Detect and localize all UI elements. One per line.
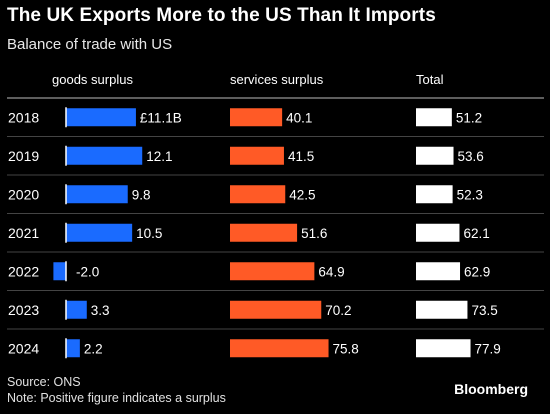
year-label: 2024 xyxy=(8,340,39,356)
services-value-label: 70.2 xyxy=(325,303,351,318)
year-label: 2023 xyxy=(8,302,39,318)
services-value-label: 40.1 xyxy=(286,110,312,125)
goods-value-label: 12.1 xyxy=(146,149,172,164)
total-value-label: 52.3 xyxy=(457,187,483,202)
total-value-label: 51.2 xyxy=(456,110,482,125)
total-bar xyxy=(416,108,452,127)
total-bar xyxy=(416,185,453,204)
total-value-label: 62.9 xyxy=(464,264,490,279)
services-bar xyxy=(230,108,283,127)
source-note: Source: ONS xyxy=(7,375,81,389)
goods-column-header: goods surplus xyxy=(52,72,133,87)
year-label: 2022 xyxy=(8,263,39,279)
year-label: 2020 xyxy=(8,186,39,202)
goods-value-label: 10.5 xyxy=(136,226,162,241)
chart-subtitle: Balance of trade with US xyxy=(7,36,173,53)
year-label: 2018 xyxy=(8,109,39,125)
total-bar xyxy=(416,146,454,165)
goods-value-label: £11.1B xyxy=(140,110,182,125)
total-value-label: 77.9 xyxy=(475,341,501,356)
services-bar xyxy=(230,185,286,204)
goods-bar xyxy=(66,339,80,358)
services-value-label: 75.8 xyxy=(333,341,359,356)
services-bar xyxy=(230,300,322,319)
services-column-header: services surplus xyxy=(230,72,324,87)
total-value-label: 53.6 xyxy=(458,149,484,164)
goods-value-label: 2.2 xyxy=(84,341,103,356)
goods-bar xyxy=(66,146,143,165)
total-value-label: 73.5 xyxy=(471,303,497,318)
year-label: 2021 xyxy=(8,225,39,241)
goods-value-label: 9.8 xyxy=(132,187,151,202)
total-bar xyxy=(416,300,468,319)
services-bar xyxy=(230,146,284,165)
goods-bar xyxy=(66,300,87,319)
goods-bar xyxy=(53,262,66,281)
goods-value-label: 3.3 xyxy=(91,303,110,318)
bloomberg-logo: Bloomberg xyxy=(454,381,528,397)
services-bar xyxy=(230,223,298,242)
total-bar xyxy=(416,223,460,242)
services-value-label: 51.6 xyxy=(301,226,327,241)
goods-value-label: -2.0 xyxy=(76,264,99,279)
total-value-label: 62.1 xyxy=(463,226,489,241)
goods-bar xyxy=(66,185,128,204)
total-column-header: Total xyxy=(416,72,444,87)
total-bar xyxy=(416,262,461,281)
chart-title: The UK Exports More to the US Than It Im… xyxy=(7,5,436,26)
services-value-label: 42.5 xyxy=(289,187,315,202)
services-bar xyxy=(230,339,329,358)
total-bar xyxy=(416,339,471,358)
services-value-label: 41.5 xyxy=(288,149,314,164)
goods-bar xyxy=(66,223,133,242)
services-bar xyxy=(230,262,315,281)
goods-bar xyxy=(66,108,136,127)
footnote: Note: Positive figure indicates a surplu… xyxy=(7,391,226,405)
services-value-label: 64.9 xyxy=(318,264,344,279)
year-label: 2019 xyxy=(8,148,39,164)
